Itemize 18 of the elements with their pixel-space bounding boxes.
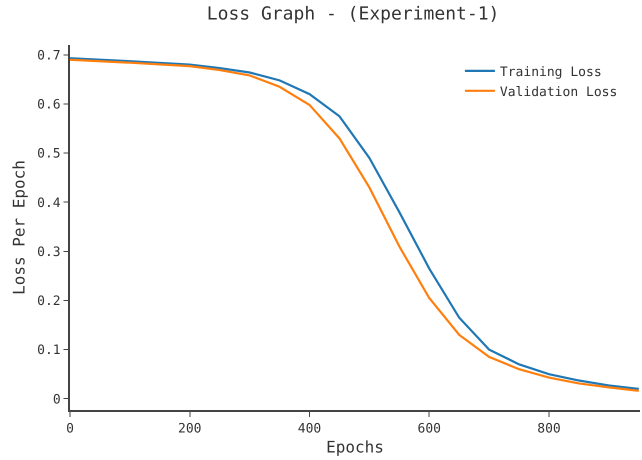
x-tick-label: 800	[537, 421, 561, 436]
y-tick-label: 0	[52, 392, 61, 408]
y-tick-label: 0.6	[37, 98, 61, 112]
y-tick-label: 0.1	[37, 343, 61, 358]
y-tick-label: 0.7	[37, 48, 61, 64]
x-tick-label: 600	[418, 421, 441, 436]
chart-title: Loss Graph - (Experiment-1)	[206, 4, 500, 24]
y-tick-label: 0.4	[37, 196, 61, 211]
x-axis-title: Epochs	[326, 438, 384, 457]
legend-label: Training Loss	[500, 64, 602, 80]
y-tick-label: 0.2	[37, 294, 61, 309]
x-tick-label: 0	[66, 421, 74, 436]
y-axis-title: Loss Per Epoch	[10, 160, 29, 295]
y-tick-label: 0.3	[37, 244, 61, 260]
x-tick-label: 400	[298, 421, 322, 436]
y-tick-label: 0.5	[37, 146, 61, 162]
x-tick-label: 200	[178, 421, 202, 436]
legend-label: Validation Loss	[500, 84, 618, 100]
